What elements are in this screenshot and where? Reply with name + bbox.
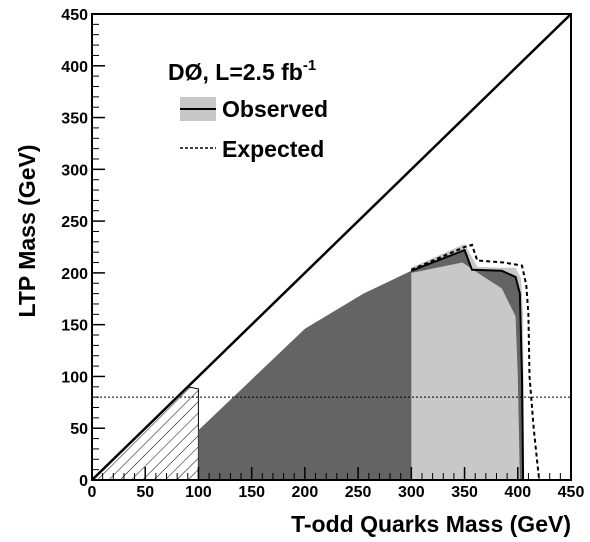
y-tick-label: 450 xyxy=(61,7,88,24)
y-tick-label: 100 xyxy=(61,369,88,386)
x-tick-label: 50 xyxy=(136,484,154,501)
x-tick-label: 350 xyxy=(451,484,478,501)
y-tick-label: 200 xyxy=(61,266,88,283)
x-axis-title: T-odd Quarks Mass (GeV) xyxy=(291,511,571,537)
x-tick-label: 250 xyxy=(345,484,372,501)
y-tick-label: 300 xyxy=(61,162,88,179)
legend: DØ, L=2.5 fb-1 Observed Expected xyxy=(168,57,328,162)
y-tick-label: 400 xyxy=(61,59,88,76)
observed-contour-line xyxy=(410,248,525,480)
plot-area xyxy=(92,14,571,480)
x-tick-label: 300 xyxy=(398,484,425,501)
x-tick-label: 150 xyxy=(238,484,265,501)
expected-contour-line xyxy=(410,243,541,480)
y-axis: 0 50 100 150 200 250 300 350 400 450 xyxy=(61,7,105,490)
y-tick-label: 250 xyxy=(61,214,88,231)
legend-title-sup: -1 xyxy=(303,57,316,74)
plot-frame xyxy=(91,13,572,481)
legend-expected-label: Expected xyxy=(222,136,324,162)
x-tick-label: 100 xyxy=(185,484,212,501)
observed-band-lower-fill xyxy=(411,262,520,480)
y-tick-label: 150 xyxy=(61,318,88,335)
legend-title: DØ, L=2.5 fb-1 xyxy=(168,57,316,85)
y-tick-label: 0 xyxy=(79,473,88,490)
y-tick-label: 350 xyxy=(61,111,88,128)
x-tick-label: 200 xyxy=(292,484,319,501)
x-tick-label: 450 xyxy=(558,484,585,501)
legend-title-main: DØ, L=2.5 fb xyxy=(168,59,303,85)
x-axis: 0 50 100 150 200 250 300 350 400 450 xyxy=(88,467,585,501)
x-tick-label: 400 xyxy=(504,484,531,501)
legend-observed-label: Observed xyxy=(222,96,328,122)
diagonal-reference-line xyxy=(92,14,571,480)
y-axis-title: LTP Mass (GeV) xyxy=(14,145,40,318)
y-tick-label: 50 xyxy=(70,421,88,438)
x-tick-label: 0 xyxy=(88,484,97,501)
